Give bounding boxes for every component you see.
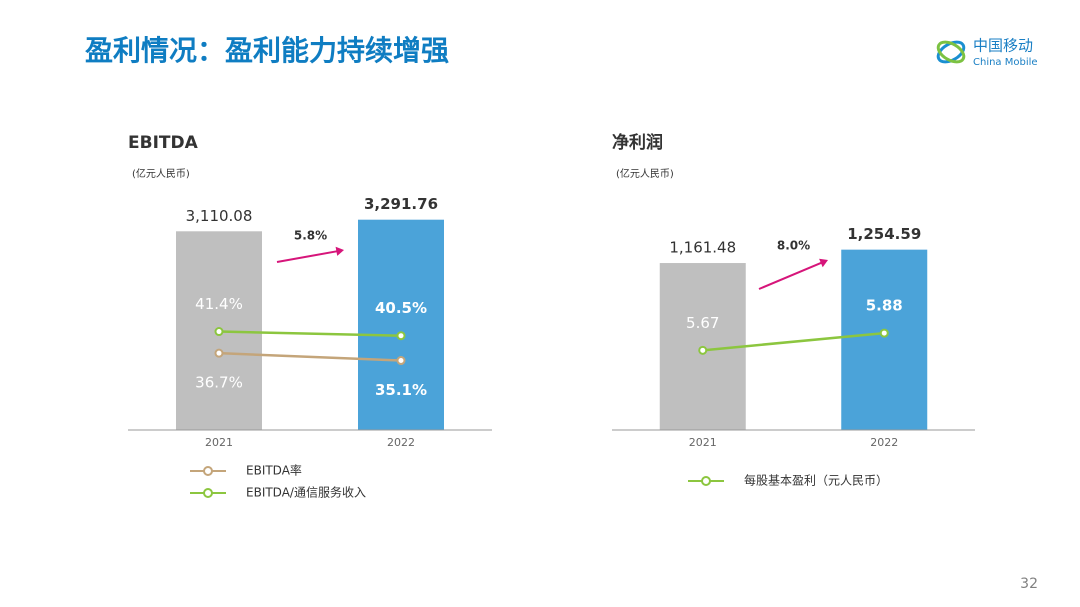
line-marker bbox=[879, 328, 889, 338]
slide-title: 盈利情况：盈利能力持续增强 bbox=[85, 34, 449, 67]
legend-label: 每股基本盈利（元人民币） bbox=[744, 473, 888, 488]
line bbox=[218, 351, 402, 362]
line-marker bbox=[396, 331, 406, 341]
growth-arrow-head bbox=[335, 246, 344, 256]
bar-value-label: 3,110.08 bbox=[186, 207, 253, 225]
growth-label: 8.0% bbox=[777, 239, 810, 253]
logo-en: China Mobile bbox=[973, 57, 1038, 68]
x-tick-label: 2021 bbox=[689, 436, 717, 449]
chart-title: 净利润 bbox=[612, 132, 663, 153]
unit-label: (亿元人民币) bbox=[132, 167, 190, 180]
line-marker bbox=[214, 348, 224, 358]
bar-value-label: 1,161.48 bbox=[669, 239, 736, 257]
line-value-label: 35.1% bbox=[375, 381, 427, 399]
legend-marker bbox=[701, 476, 711, 486]
legend-label: EBITDA率 bbox=[246, 463, 302, 478]
line-marker bbox=[698, 345, 708, 355]
page-number: 32 bbox=[1020, 576, 1038, 592]
bar bbox=[841, 249, 928, 430]
x-tick-label: 2022 bbox=[387, 436, 415, 449]
growth-arrow bbox=[276, 250, 339, 263]
line-marker bbox=[396, 356, 406, 366]
growth-label: 5.8% bbox=[294, 229, 327, 243]
line-value-label: 5.88 bbox=[866, 297, 903, 315]
line-value-label: 36.7% bbox=[195, 374, 243, 392]
x-tick-label: 2022 bbox=[870, 436, 898, 449]
line bbox=[218, 330, 402, 337]
x-tick-label: 2021 bbox=[205, 436, 233, 449]
unit-label: (亿元人民币) bbox=[616, 167, 674, 180]
line-marker bbox=[214, 327, 224, 337]
legend-label: EBITDA/通信服务收入 bbox=[246, 485, 366, 500]
line-value-label: 41.4% bbox=[195, 295, 243, 313]
legend-marker bbox=[203, 466, 213, 476]
logo-icon bbox=[936, 40, 966, 64]
line-value-label: 5.67 bbox=[686, 314, 719, 332]
growth-arrow bbox=[758, 261, 823, 290]
bar-value-label: 3,291.76 bbox=[364, 195, 438, 213]
chart-title: EBITDA bbox=[128, 133, 199, 153]
logo-cn: 中国移动 bbox=[973, 37, 1033, 55]
line bbox=[702, 331, 885, 352]
bar-value-label: 1,254.59 bbox=[847, 225, 921, 243]
growth-arrow-head bbox=[819, 258, 828, 268]
legend-marker bbox=[203, 488, 213, 498]
bar bbox=[358, 219, 444, 430]
line-value-label: 40.5% bbox=[375, 299, 427, 317]
